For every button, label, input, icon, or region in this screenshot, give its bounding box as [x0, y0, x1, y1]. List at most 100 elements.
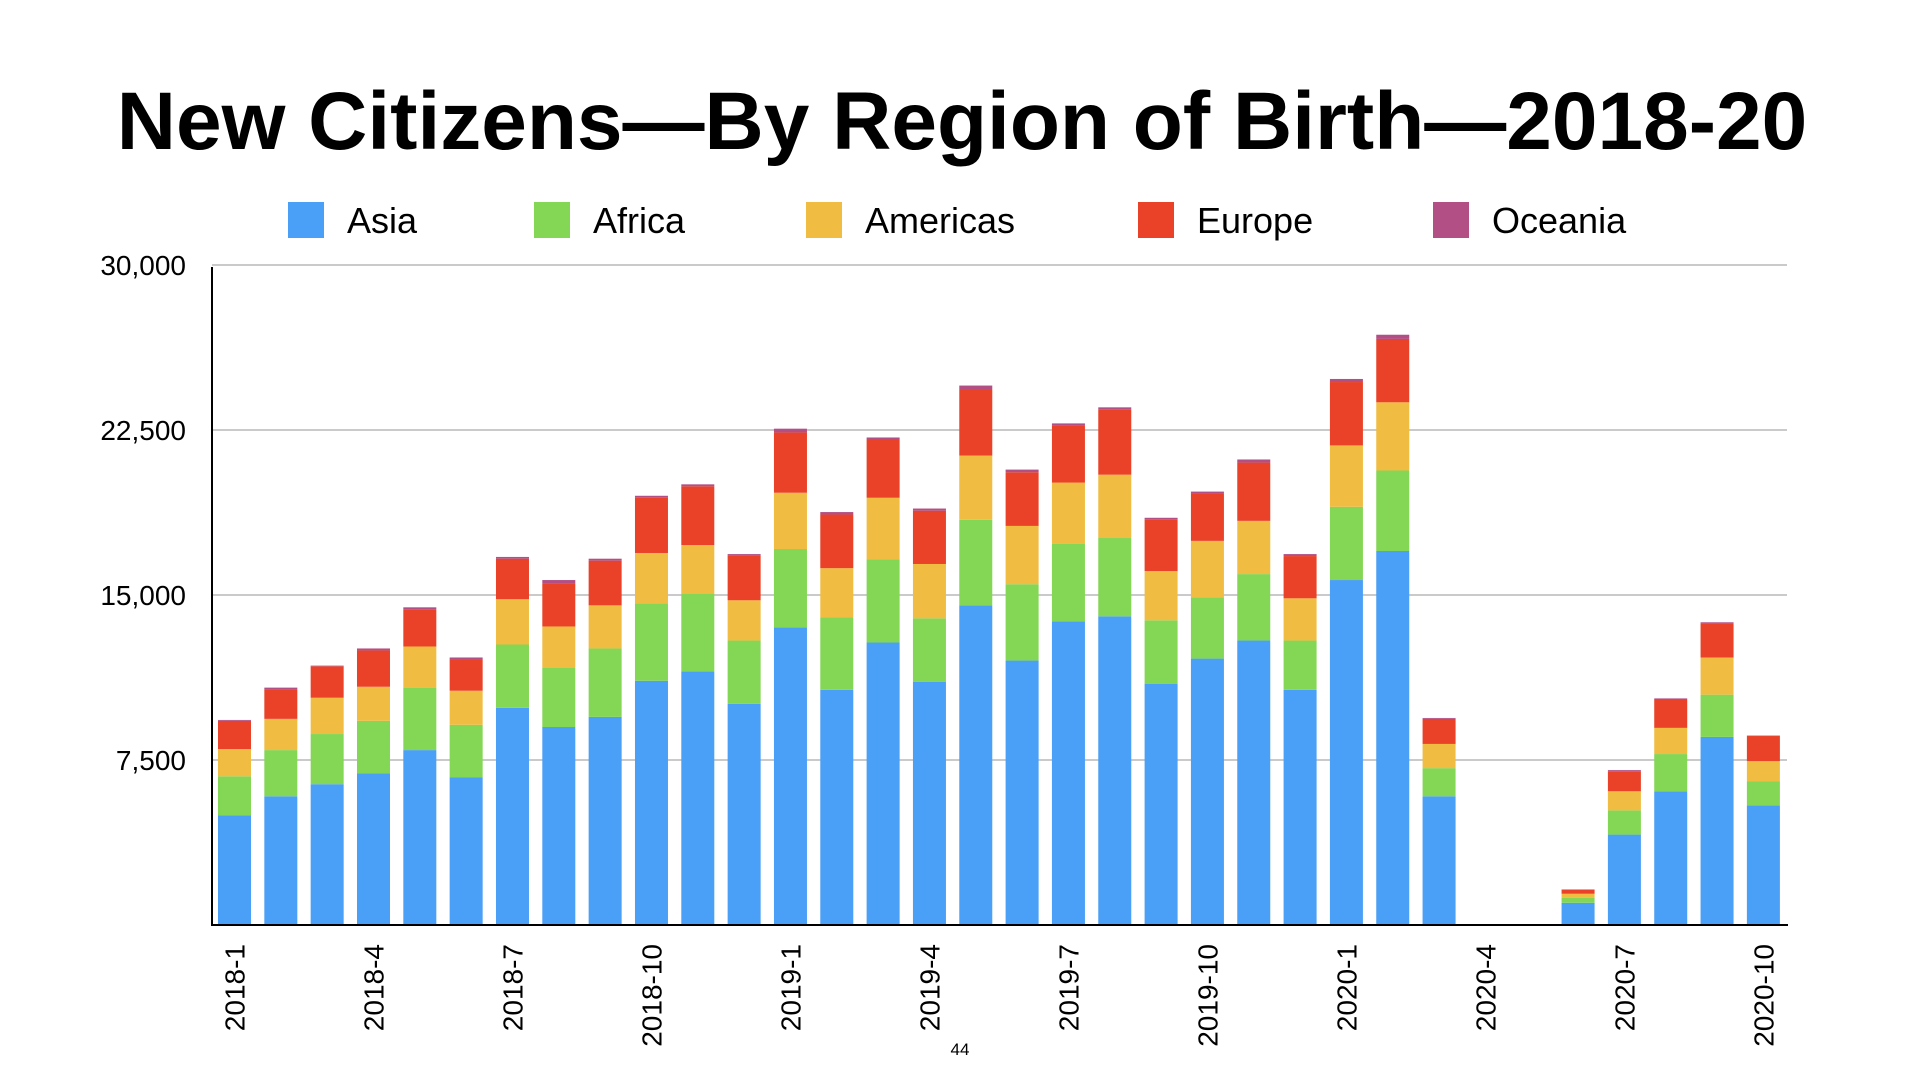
legend-label: Americas	[865, 200, 1015, 241]
bar-stack	[1005, 469, 1039, 925]
bar-segment-americas	[912, 563, 946, 619]
bar-segment-americas	[1746, 761, 1780, 782]
bar-segment-oceania	[264, 687, 298, 690]
bar-segment-asia	[542, 727, 576, 925]
bar-segment-asia	[1237, 640, 1271, 925]
bar-segment-africa	[1237, 574, 1271, 641]
bar-segment-africa	[542, 667, 576, 727]
bar-segment-asia	[1654, 791, 1688, 925]
bar-segment-oceania	[912, 508, 946, 511]
bar-segment-europe	[1376, 338, 1410, 403]
bar-segment-americas	[681, 545, 715, 594]
x-tick-label: 2019-1	[775, 944, 806, 1031]
bar-segment-oceania	[1329, 378, 1363, 383]
page-number: 44	[951, 1040, 970, 1059]
x-tick-label: 2019-7	[1053, 944, 1084, 1031]
bar-segment-africa	[1376, 470, 1410, 551]
bar-segment-africa	[1561, 897, 1595, 903]
bar-segment-americas	[356, 686, 390, 721]
y-axis-tick-labels: 7,500 15,000 22,500 30,000	[100, 250, 186, 776]
bar-segment-europe	[588, 560, 622, 606]
bar-segment-asia	[1005, 660, 1039, 925]
legend-item-oceania: Oceania	[1433, 200, 1627, 241]
chart-title: New Citizens—By Region of Birth—2018-20	[117, 76, 1807, 167]
bar-segment-asia	[1283, 689, 1317, 925]
bar-segment-oceania	[681, 484, 715, 487]
bar-segment-europe	[1746, 736, 1780, 762]
bar-segment-europe	[356, 650, 390, 687]
bar-segment-americas	[449, 690, 483, 725]
bar-segment-americas	[634, 552, 668, 604]
bar-segment-oceania	[356, 648, 390, 651]
bar-segment-europe	[773, 432, 807, 493]
bar-segment-europe	[403, 609, 437, 647]
bar-segment-africa	[495, 644, 529, 708]
y-tick-label: 15,000	[100, 580, 186, 611]
bar-segment-americas	[1051, 482, 1085, 544]
bar-segment-europe	[1283, 556, 1317, 599]
bar-segment-oceania	[1700, 622, 1734, 624]
x-tick-label: 2020-1	[1331, 944, 1362, 1031]
bar-segment-africa	[1005, 584, 1039, 661]
bar-stack	[959, 385, 993, 925]
bar-segment-oceania	[1051, 423, 1085, 426]
bar-segment-europe	[959, 389, 993, 456]
bar-segment-africa	[1654, 754, 1688, 792]
legend-item-americas: Americas	[806, 200, 1015, 241]
bar-segment-europe	[264, 689, 298, 719]
bar-stack	[1561, 889, 1595, 925]
bar-segment-asia	[1746, 805, 1780, 925]
bar-stack	[1607, 770, 1641, 925]
gridlines	[212, 264, 1787, 761]
bar-segment-oceania	[634, 495, 668, 498]
bar-segment-asia	[264, 796, 298, 925]
bar-segment-europe	[1051, 425, 1085, 483]
bar-segment-africa	[1190, 597, 1224, 659]
bar-segment-africa	[1746, 781, 1780, 806]
bar-segment-oceania	[727, 554, 761, 556]
bar-segment-oceania	[866, 437, 900, 440]
bar-segment-africa	[218, 776, 251, 816]
bar-segment-africa	[1144, 620, 1178, 684]
bar-segment-oceania	[1376, 334, 1410, 339]
bar-segment-africa	[264, 750, 298, 797]
bar-segment-asia	[773, 627, 807, 925]
bar-segment-europe	[310, 666, 344, 698]
bar-segment-europe	[1329, 382, 1363, 446]
bar-stack	[727, 554, 761, 925]
legend-item-asia: Asia	[288, 200, 418, 241]
bars	[218, 334, 1780, 925]
legend-label: Asia	[347, 200, 418, 241]
legend-label: Africa	[593, 200, 686, 241]
bar-segment-africa	[1422, 768, 1456, 797]
bar-segment-americas	[1237, 520, 1271, 575]
bar-segment-americas	[403, 646, 437, 688]
bar-segment-europe	[1700, 623, 1734, 658]
bar-segment-oceania	[1190, 491, 1224, 494]
x-tick-label: 2018-4	[358, 944, 389, 1031]
bar-segment-africa	[912, 618, 946, 682]
bar-segment-europe	[820, 514, 854, 569]
bar-stack	[310, 665, 344, 925]
bar-segment-europe	[542, 583, 576, 627]
x-tick-label: 2018-7	[497, 944, 528, 1031]
bar-segment-americas	[1098, 474, 1132, 539]
bar-stack	[912, 508, 946, 925]
bar-segment-africa	[681, 593, 715, 672]
bar-stack	[542, 580, 576, 925]
bar-segment-europe	[634, 497, 668, 553]
bar-segment-americas	[866, 497, 900, 560]
bar-segment-oceania	[1654, 698, 1688, 700]
bar-segment-oceania	[1607, 770, 1641, 772]
legend: Asia Africa Americas Europe Oceania	[288, 200, 1627, 241]
legend-swatch	[288, 202, 324, 238]
bar-segment-africa	[310, 734, 344, 785]
bar-stack	[403, 607, 437, 925]
legend-item-europe: Europe	[1138, 200, 1313, 241]
bar-segment-oceania	[959, 385, 993, 390]
bar-segment-asia	[1051, 621, 1085, 925]
bar-stack	[495, 556, 529, 925]
bar-segment-oceania	[310, 665, 344, 667]
bar-segment-asia	[681, 671, 715, 925]
legend-label: Oceania	[1492, 200, 1627, 241]
